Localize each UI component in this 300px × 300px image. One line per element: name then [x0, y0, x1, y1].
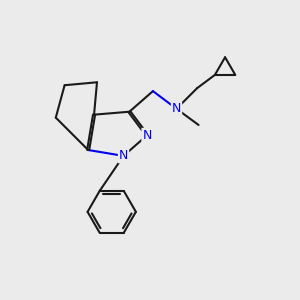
Text: N: N: [142, 129, 152, 142]
Text: N: N: [172, 102, 181, 115]
Text: N: N: [119, 149, 128, 162]
